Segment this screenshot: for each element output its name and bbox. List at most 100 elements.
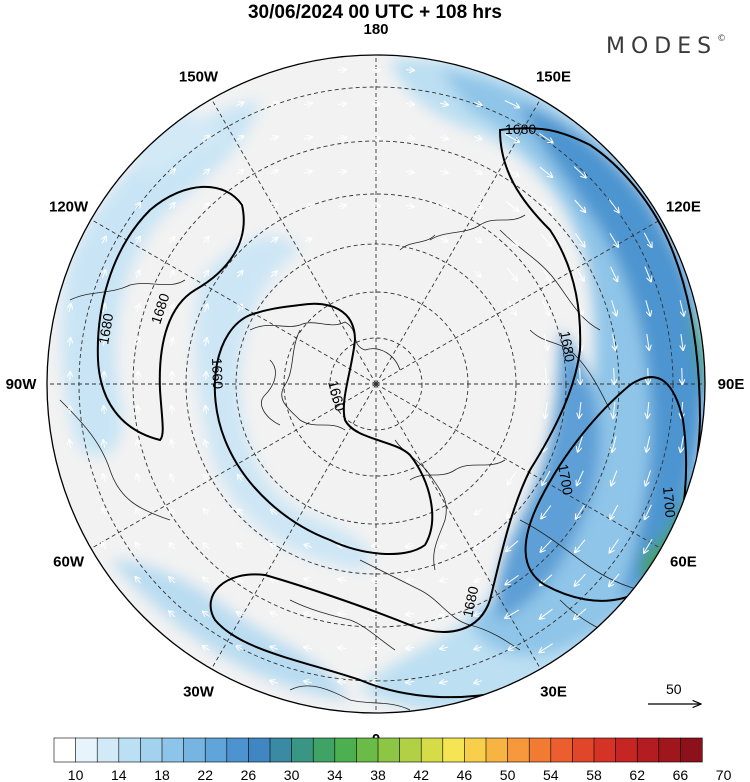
longitude-label: 120E: [666, 199, 701, 216]
wind-arrow: [270, 612, 278, 615]
longitude-label: 60E: [670, 554, 697, 571]
wind-arrow: [102, 508, 105, 516]
wind-arrow: [546, 367, 547, 384]
wind-arrow: [505, 609, 520, 618]
wind-arrow: [203, 543, 210, 550]
wind-arrow: [610, 539, 619, 552]
wind-arrow: [304, 647, 313, 649]
wind-arrow: [170, 543, 175, 550]
colorbar-swatch: [96, 737, 120, 763]
wind-arrow: [577, 470, 584, 486]
wind-arrow: [303, 137, 312, 139]
vector-key-label: 50: [666, 681, 682, 697]
meridian-line: [375, 98, 541, 385]
colorbar-swatch: [204, 737, 228, 763]
colorbar-tick-label: 50: [500, 767, 516, 782]
meridian-line: [375, 383, 541, 670]
wind-arrow: [440, 647, 449, 649]
contour-label: 1680: [95, 312, 116, 346]
wind-arrow: [406, 682, 415, 683]
map-title: 30/06/2024 00 UTC + 108 hrs: [247, 2, 503, 23]
wind-arrow: [204, 509, 209, 516]
colorbar-tick-label: 14: [111, 767, 127, 782]
wind-arrow: [539, 133, 552, 143]
colorbar-tick-label: 10: [68, 767, 84, 782]
wind-arrow: [474, 681, 482, 684]
wind-arrow: [270, 647, 278, 650]
wind-arrow: [304, 681, 313, 683]
wind-arrow: [205, 406, 206, 415]
longitude-label: 30W: [183, 683, 215, 700]
colorbar-swatch: [420, 737, 444, 763]
wind-arrow: [575, 539, 586, 553]
wind-arrow: [238, 305, 242, 312]
wind-arrow: [647, 401, 649, 418]
band-west: [61, 100, 260, 457]
wind-arrow: [610, 504, 619, 519]
wind-arrow: [170, 271, 174, 278]
wind-arrow: [474, 612, 482, 615]
contour-label: 1700: [660, 486, 679, 519]
wind-arrow: [271, 510, 278, 515]
wind-arrow: [236, 102, 243, 105]
wind-arrow: [171, 440, 173, 448]
wind-arrow: [405, 205, 414, 207]
wind-arrow: [205, 440, 208, 448]
wind-arrow: [237, 543, 244, 549]
wind-arrow: [337, 104, 346, 105]
wind-arrow: [203, 237, 208, 244]
wind-arrow: [136, 543, 141, 550]
wind-arrow: [236, 170, 244, 174]
wind-arrow: [439, 137, 448, 139]
wind-arrow: [542, 470, 551, 485]
wind-arrow: [270, 271, 277, 278]
wind-arrow: [170, 509, 174, 516]
wind-arrow: [507, 300, 516, 315]
colorbar-swatch: [528, 737, 552, 763]
wind-arrow: [439, 103, 448, 105]
modes-logo: MODES©: [606, 34, 726, 59]
wind-arrow: [304, 205, 311, 208]
wind-arrow: [474, 137, 481, 140]
colorbar-tick-label: 54: [543, 767, 559, 782]
longitude-label: 120W: [49, 199, 89, 216]
wind-arrow: [578, 436, 583, 451]
colorbar-tick-label: 22: [197, 767, 213, 782]
wind-arrow: [611, 470, 618, 486]
wind-arrow: [406, 545, 415, 547]
contour-label: 1660: [209, 358, 226, 390]
wind-arrow: [406, 171, 414, 172]
wind-arrow: [103, 474, 106, 482]
wind-arrow: [136, 270, 139, 278]
wind-arrow: [506, 267, 517, 280]
colorbar-swatch: [550, 737, 573, 763]
wind-arrow: [575, 266, 584, 281]
wind-arrow: [440, 579, 448, 582]
wind-arrow: [338, 648, 347, 649]
wind-arrow: [102, 237, 106, 244]
colorbar-swatch: [118, 737, 142, 763]
wind-arrow: [505, 574, 519, 584]
colorbar-tick-label: 34: [327, 767, 343, 782]
wind-arrow: [203, 612, 210, 617]
wind-arrow: [137, 474, 140, 482]
wind-arrow: [508, 646, 516, 650]
map-disk: [47, 55, 705, 713]
wind-arrow: [338, 579, 346, 580]
longitude-label: 180: [363, 21, 388, 38]
contour-1680-east: [209, 127, 702, 699]
wind-arrow: [539, 166, 552, 177]
wind-arrow: [203, 577, 210, 583]
colorbar-swatch: [356, 737, 379, 763]
contour-1680-west: [96, 185, 245, 442]
wind-arrow: [545, 402, 547, 418]
wind-arrow: [474, 238, 482, 243]
wind-arrow: [70, 406, 71, 415]
wind-arrow: [541, 505, 552, 519]
wind-arrow: [69, 440, 71, 449]
wind-arrow: [270, 170, 277, 173]
colorbar-ticks: 10 14 18 22 26 30 34 38 42 46 50 54 58 62 66 70: [68, 767, 732, 782]
wind-arrow: [270, 681, 278, 684]
colorbar-tick-label: 58: [586, 767, 602, 782]
colorbar-swatch: [140, 737, 163, 763]
